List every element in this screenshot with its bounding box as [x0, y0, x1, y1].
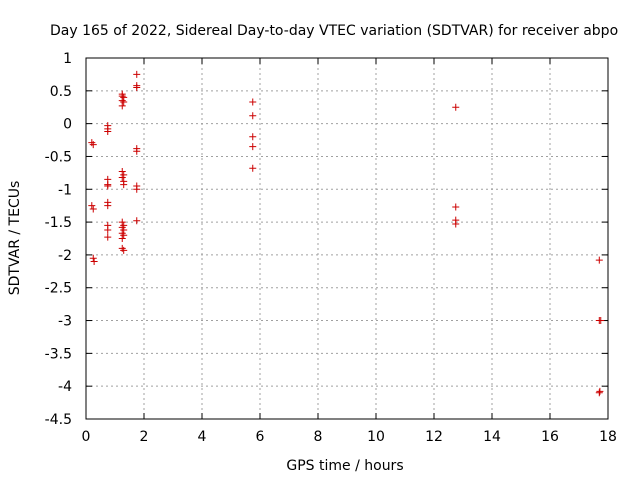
y-tick-label: -2.5 — [45, 281, 72, 297]
data-point — [120, 181, 128, 189]
x-tick-label: 10 — [367, 429, 385, 445]
y-tick-label: -0.5 — [45, 149, 72, 165]
y-tick-label: -4 — [58, 379, 72, 395]
data-point — [120, 98, 128, 106]
data-point — [133, 70, 141, 78]
data-point — [452, 220, 460, 228]
x-tick-label: 6 — [256, 429, 265, 445]
y-tick-label: 1 — [63, 51, 72, 67]
data-point — [104, 202, 112, 210]
x-tick-label: 0 — [82, 429, 91, 445]
data-point — [133, 185, 141, 193]
data-point — [249, 164, 257, 172]
data-point — [249, 98, 257, 106]
data-point — [452, 103, 460, 111]
data-point — [595, 256, 603, 264]
data-point — [595, 389, 603, 397]
grid-lines — [86, 58, 608, 419]
plot-area-frame — [85, 57, 609, 420]
data-point — [597, 317, 605, 325]
x-tick-label: 14 — [483, 429, 501, 445]
data-point — [452, 203, 460, 211]
x-axis-label: GPS time / hours — [286, 458, 403, 474]
y-tick-label: -3.5 — [45, 346, 72, 362]
data-point — [104, 128, 112, 136]
data-point — [88, 202, 96, 210]
data-point — [89, 141, 97, 149]
x-tick-label: 16 — [541, 429, 559, 445]
data-point — [133, 147, 141, 155]
x-tick-label: 8 — [314, 429, 323, 445]
data-point — [118, 102, 126, 110]
data-point — [120, 231, 128, 239]
data-points — [88, 70, 605, 397]
data-point — [118, 168, 126, 176]
data-point — [118, 173, 126, 181]
data-point — [249, 143, 257, 151]
y-tick-label: -1.5 — [45, 215, 72, 231]
x-tick-label: 2 — [140, 429, 149, 445]
y-tick-label: -1 — [58, 182, 72, 198]
y-tick-label: 0 — [63, 117, 72, 133]
data-point — [249, 133, 257, 141]
x-tick-label: 4 — [198, 429, 207, 445]
data-point — [133, 217, 141, 225]
data-point — [89, 205, 97, 213]
data-point — [104, 182, 112, 190]
x-tick-label: 12 — [425, 429, 443, 445]
chart-title: Day 165 of 2022, Sidereal Day-to-day VTE… — [50, 23, 618, 39]
data-point — [104, 226, 112, 234]
data-point — [120, 246, 128, 254]
axis-ticks — [85, 57, 609, 420]
y-tick-label: -3 — [58, 314, 72, 330]
data-point — [89, 254, 97, 262]
data-point — [104, 233, 112, 241]
x-tick-labels: 0 2 4 6 8 10 12 14 16 18 — [82, 429, 617, 445]
y-tick-label: -4.5 — [45, 412, 72, 428]
data-point — [249, 112, 257, 120]
data-point — [596, 387, 604, 395]
y-axis-label: SDTVAR / TECUs — [7, 181, 23, 296]
data-point — [90, 257, 98, 265]
y-tick-label: -2 — [58, 248, 72, 264]
y-tick-labels: 1 0.5 0 -0.5 -1 -1.5 -2 -2.5 -3 -3.5 -4 -4.5 — [45, 51, 72, 428]
y-tick-label: 0.5 — [50, 84, 72, 100]
x-tick-label: 18 — [599, 429, 617, 445]
data-point — [118, 235, 126, 242]
data-point — [133, 84, 141, 92]
